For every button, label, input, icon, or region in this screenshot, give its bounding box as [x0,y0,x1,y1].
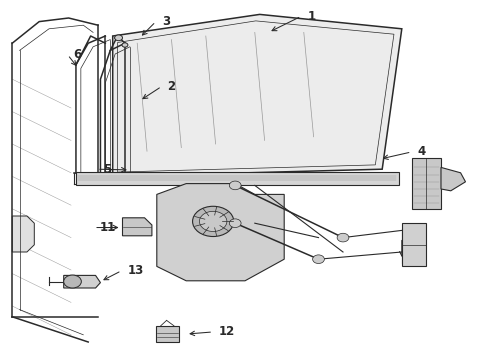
Circle shape [193,206,234,237]
Polygon shape [12,216,34,252]
Circle shape [199,211,227,231]
Text: 7: 7 [408,231,416,244]
Circle shape [229,219,241,228]
Polygon shape [156,326,179,342]
Circle shape [115,35,122,41]
Text: 8: 8 [191,196,199,209]
Text: 3: 3 [162,15,170,28]
Text: 5: 5 [103,163,111,176]
Polygon shape [412,158,441,209]
Text: 9: 9 [430,185,438,198]
Text: 11: 11 [100,221,116,234]
Circle shape [229,181,241,190]
Circle shape [64,275,81,288]
FancyBboxPatch shape [76,172,399,185]
Polygon shape [64,275,100,288]
Polygon shape [122,218,152,236]
Polygon shape [402,223,426,266]
Polygon shape [157,184,284,281]
Circle shape [313,255,324,264]
Polygon shape [441,167,465,191]
Text: 12: 12 [219,325,235,338]
Polygon shape [113,14,402,176]
Circle shape [122,43,128,47]
Text: 10: 10 [421,163,438,176]
Text: 13: 13 [127,264,144,277]
Text: 4: 4 [417,145,426,158]
Text: 1: 1 [307,10,316,23]
Text: 2: 2 [168,80,176,93]
Circle shape [337,233,349,242]
Text: 6: 6 [74,48,82,61]
